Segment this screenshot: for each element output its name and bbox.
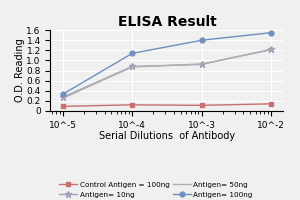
Antigen= 10ng [200,63,203,66]
Antigen= 100ng [200,39,203,41]
Antigen= 10ng [130,65,134,68]
Control Antigen = 100ng [200,104,203,107]
X-axis label: Serial Dilutions  of Antibody: Serial Dilutions of Antibody [99,131,235,141]
Antigen= 50ng [269,49,273,51]
Line: Antigen= 50ng: Antigen= 50ng [63,50,271,98]
Antigen= 50ng [200,63,203,65]
Antigen= 10ng [61,96,64,98]
Control Antigen = 100ng [130,104,134,106]
Legend: Control Antigen = 100ng, Antigen= 10ng, Antigen= 50ng, Antigen= 100ng: Control Antigen = 100ng, Antigen= 10ng, … [56,179,256,200]
Line: Antigen= 10ng: Antigen= 10ng [59,46,274,101]
Control Antigen = 100ng [269,103,273,105]
Title: ELISA Result: ELISA Result [118,15,216,29]
Antigen= 100ng [269,31,273,34]
Antigen= 50ng [61,97,64,99]
Antigen= 10ng [269,48,273,51]
Antigen= 100ng [61,93,64,95]
Antigen= 100ng [130,52,134,55]
Antigen= 50ng [130,66,134,68]
Line: Antigen= 100ng: Antigen= 100ng [60,30,274,97]
Line: Control Antigen = 100ng: Control Antigen = 100ng [60,101,274,109]
Y-axis label: O.D. Reading: O.D. Reading [15,39,25,102]
Control Antigen = 100ng [61,105,64,108]
